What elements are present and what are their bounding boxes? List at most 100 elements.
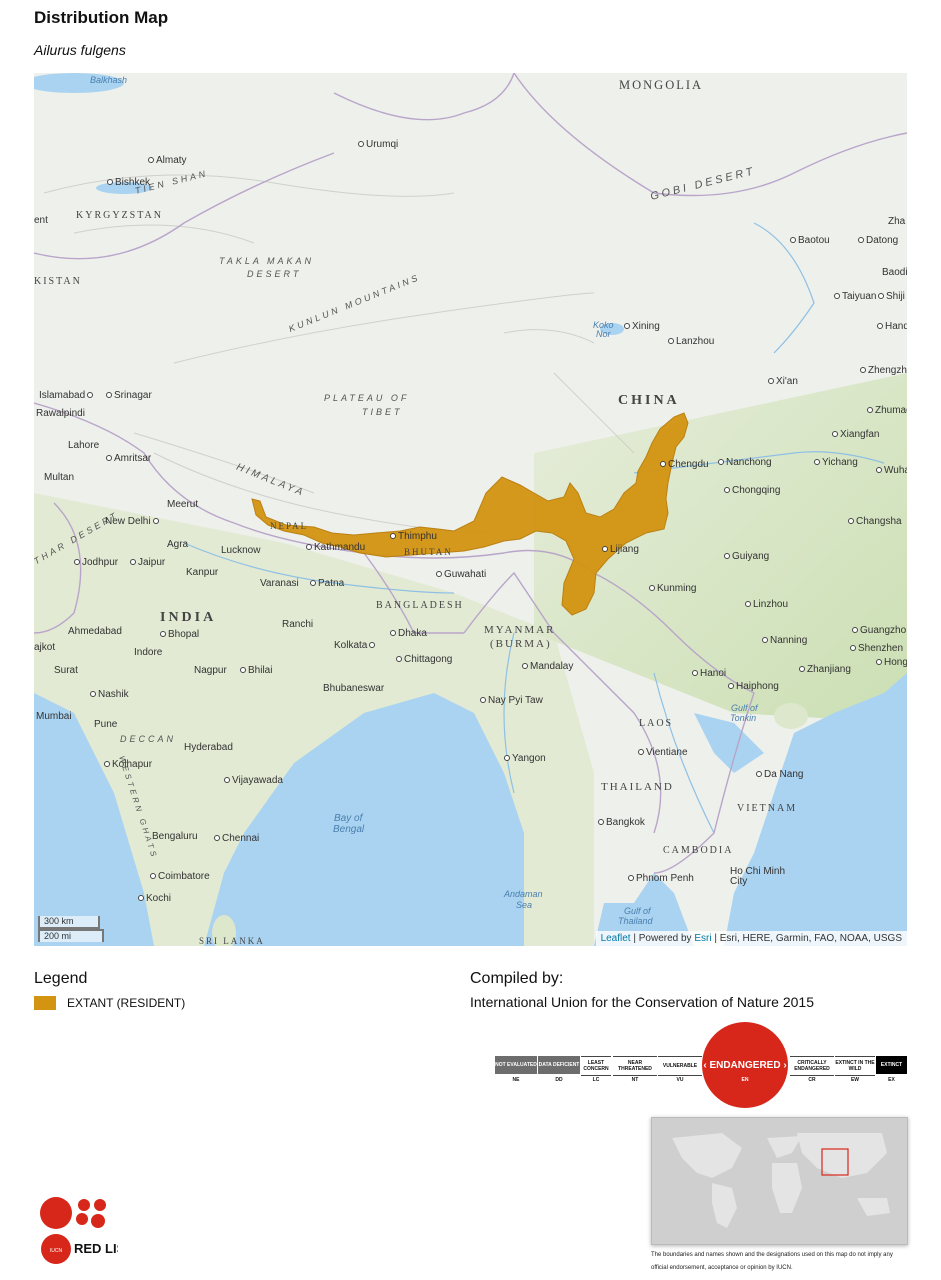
map-basemap <box>34 73 907 946</box>
city-label: Rawalpindi <box>36 408 85 419</box>
red-list-category-scale: NOT EVALUATED DATA DEFICIENT LEAST CONCE… <box>495 1022 907 1110</box>
code-ew: EW <box>850 1077 860 1083</box>
city-label: Shiji <box>878 291 905 302</box>
city-label: Surat <box>54 665 78 676</box>
city-label: Kunming <box>649 583 696 594</box>
category-ne: NOT EVALUATED <box>495 1056 537 1074</box>
city-label: Xining <box>624 321 660 332</box>
city-label: Phnom Penh <box>628 873 694 884</box>
distribution-map[interactable]: MONGOLIA CHINA INDIA BANGLADESH MYANMAR … <box>34 73 907 946</box>
city-label: Nay Pyi Taw <box>480 695 543 706</box>
country-label-kistan: KISTAN <box>34 276 82 287</box>
city-label: Bhubaneswar <box>323 683 385 694</box>
city-label: Guangzho <box>852 625 906 636</box>
code-ex: EX <box>888 1077 895 1083</box>
city-label: Zha <box>888 216 906 227</box>
city-label: Amritsar <box>106 453 151 464</box>
city-label: Srinagar <box>106 390 152 401</box>
water-label-gulf-of-tonkin: Gulf of <box>731 703 758 713</box>
water-label-tonkin: Tonkin <box>730 713 757 723</box>
city-label: Pune <box>94 719 118 730</box>
compiled-by-organization: International Union for the Conservation… <box>470 994 814 1010</box>
code-nt: NT <box>631 1077 639 1083</box>
city-label: Bishkek <box>107 177 150 188</box>
city-label: Multan <box>44 472 75 483</box>
city-label: Jodhpur <box>74 557 118 568</box>
city-label: Zhanjiang <box>799 664 851 675</box>
city-label: Lanzhou <box>668 336 714 347</box>
city-label: Bhilai <box>240 665 272 676</box>
city-label: Varanasi <box>260 578 299 589</box>
city-label: Kanpur <box>186 567 219 578</box>
range-polygon-extant-resident <box>251 412 689 616</box>
city-label: Chengdu <box>660 459 709 470</box>
city-label: Kathmandu <box>306 542 365 553</box>
city-label: Thimphu <box>390 531 437 542</box>
city-label: ent <box>34 215 48 226</box>
code-lc: LC <box>592 1077 600 1083</box>
city-label: Patna <box>310 578 344 589</box>
city-label: Agra <box>167 539 189 550</box>
city-label: New Delhi <box>105 516 161 527</box>
code-vu: VU <box>676 1077 684 1083</box>
city-label: Ranchi <box>282 619 314 630</box>
red-list-logo-icon: IUCN RED LIST <box>40 1197 133 1264</box>
city-label: Urumqi <box>358 139 398 150</box>
city-label: Ho Chi Minh City <box>730 866 786 887</box>
scale-mi: 200 mi <box>38 929 104 942</box>
map-scale-bar: 300 km 200 mi <box>38 916 104 942</box>
category-ew: EXTINCT IN THE WILD <box>835 1056 875 1076</box>
category-lc: LEAST CONCERN <box>581 1056 611 1076</box>
city-label: Nanchong <box>718 457 772 468</box>
city-label: ajkot <box>34 642 56 653</box>
country-label-cambodia: CAMBODIA <box>663 845 734 856</box>
city-label: Ahmedabad <box>68 626 122 637</box>
city-label: Yichang <box>814 457 858 468</box>
city-label: Kolkata <box>334 640 377 651</box>
leaflet-link[interactable]: Leaflet <box>600 933 631 944</box>
legend-swatch <box>34 996 56 1010</box>
water-label-gulf-of-thailand: Gulf of <box>624 906 651 916</box>
water-label-thailand: Thailand <box>618 916 653 926</box>
code-dd: DD <box>555 1077 563 1083</box>
esri-link[interactable]: Esri <box>694 933 712 944</box>
city-label: Nagpur <box>194 665 227 676</box>
city-label: Zhumad <box>867 405 907 416</box>
city-label: Zhengzho <box>860 365 907 376</box>
code-cr: CR <box>808 1077 816 1083</box>
country-label-kyrgyzstan: KYRGYZSTAN <box>76 210 163 221</box>
species-name: Ailurus fulgens <box>34 42 126 58</box>
city-label: Mandalay <box>522 661 573 672</box>
code-ne: NE <box>512 1077 520 1083</box>
legend-title: Legend <box>34 970 88 987</box>
city-label: Islamabad <box>39 390 95 401</box>
logo-small-text: IUCN <box>50 1248 63 1254</box>
city-label: Haiphong <box>728 681 779 692</box>
water-label-bengal: Bengal <box>333 824 365 835</box>
category-dd: DATA DEFICIENT <box>538 1056 580 1074</box>
city-label: Jaipur <box>130 557 165 568</box>
country-label-vietnam: VIETNAM <box>737 803 798 814</box>
city-label: Hyderabad <box>184 742 233 753</box>
country-label-myanmar: MYANMAR <box>484 624 556 636</box>
city-label: Shenzhen <box>850 643 903 654</box>
country-label-mongolia: MONGOLIA <box>619 78 704 92</box>
iucn-red-list-logo: IUCN RED LIST <box>38 1195 133 1274</box>
city-label: Changsha <box>848 516 902 527</box>
country-label-bangladesh: BANGLADESH <box>376 600 464 611</box>
category-en-current: ‹ ENDANGERED › <box>702 1022 788 1108</box>
overview-extent-box <box>821 1148 849 1176</box>
city-label: Hanoi <box>692 668 726 679</box>
country-label-sri-lanka: SRI LANKA <box>199 936 265 946</box>
city-label: Linzhou <box>745 599 788 610</box>
water-label-balkhash: Balkhash <box>90 75 128 85</box>
code-en: EN <box>741 1077 749 1083</box>
city-label: Lahore <box>68 440 100 451</box>
city-label: Guwahati <box>436 569 486 580</box>
city-label: Hong K <box>876 657 907 668</box>
physical-label-plateau-of: PLATEAU OF <box>324 393 410 403</box>
world-overview-svg <box>652 1118 907 1244</box>
city-label: Nanning <box>762 635 807 646</box>
country-label-china: CHINA <box>618 393 680 408</box>
city-label: Xiangfan <box>832 429 879 440</box>
